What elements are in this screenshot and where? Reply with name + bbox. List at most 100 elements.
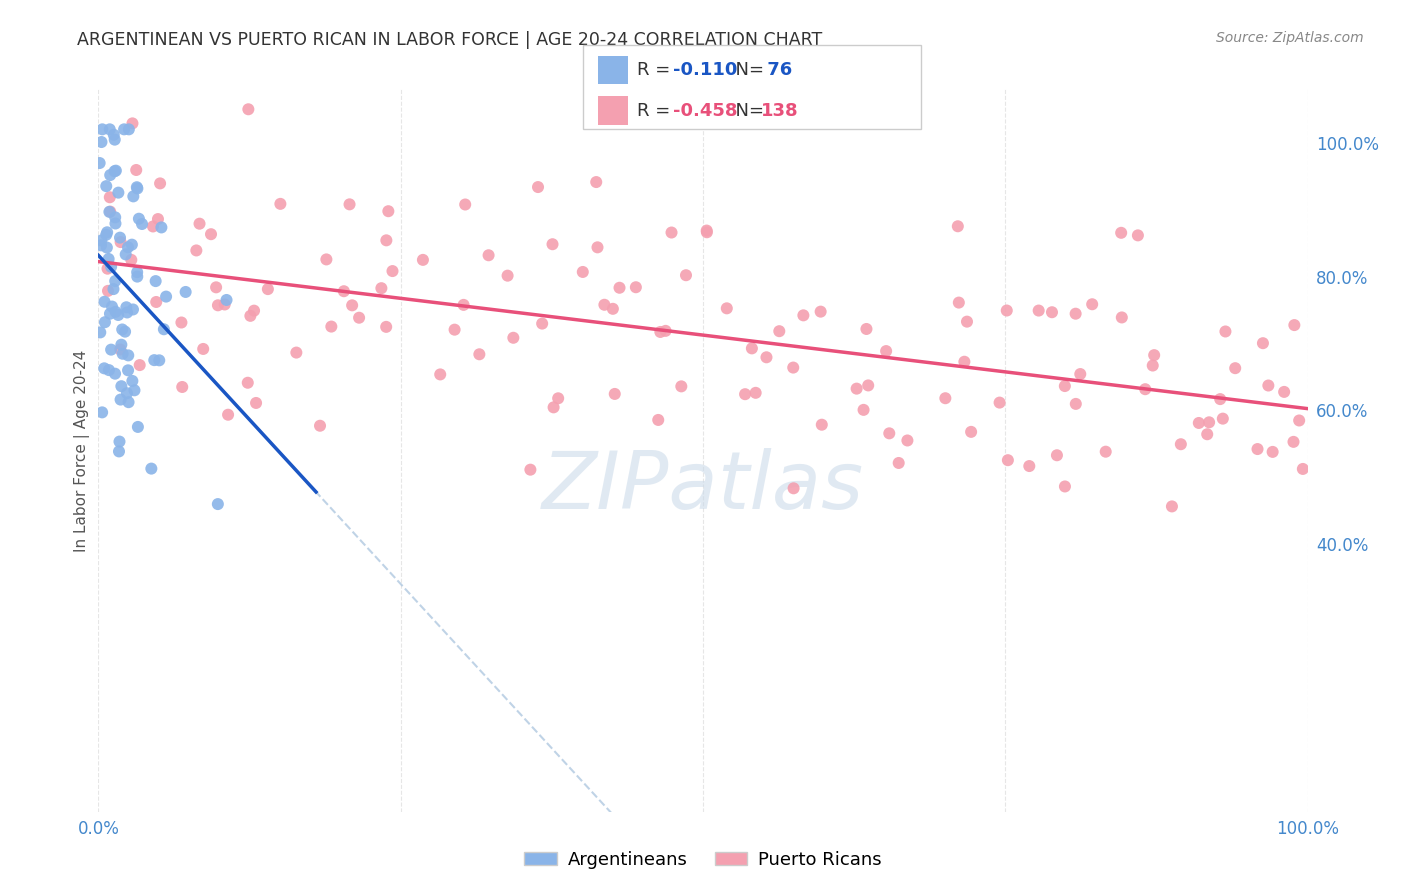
Point [127, 269, 149, 284]
Point [90, 238, 112, 252]
Point [454, 197, 477, 211]
Point [1246, 442, 1268, 456]
Point [661, 226, 683, 240]
Point [609, 281, 631, 295]
Text: ZIPatlas: ZIPatlas [541, 448, 865, 525]
Point [100, 343, 122, 357]
Point [285, 345, 308, 359]
Point [1111, 310, 1133, 325]
Point [593, 298, 616, 312]
Point [205, 280, 228, 294]
Point [1257, 378, 1279, 392]
Point [845, 382, 868, 396]
Point [89, 156, 111, 170]
Point [96, 179, 118, 194]
Point [108, 230, 131, 244]
Point [647, 413, 669, 427]
Point [624, 280, 647, 294]
Point [768, 324, 790, 338]
Point [1069, 367, 1091, 381]
Point [547, 392, 569, 406]
Point [98, 168, 121, 182]
Point [696, 225, 718, 239]
Point [988, 395, 1011, 409]
Point [321, 319, 343, 334]
Point [114, 325, 136, 339]
Point [792, 309, 814, 323]
Point [1081, 297, 1104, 311]
Point [200, 227, 222, 242]
Point [110, 337, 132, 351]
Point [339, 197, 361, 211]
Point [107, 308, 129, 322]
Point [115, 305, 138, 319]
Text: ARGENTINEAN VS PUERTO RICAN IN LABOR FORCE | AGE 20-24 CORRELATION CHART: ARGENTINEAN VS PUERTO RICAN IN LABOR FOR… [77, 31, 823, 49]
Point [995, 303, 1018, 318]
Point [114, 247, 136, 261]
Point [150, 220, 173, 235]
Point [1064, 307, 1087, 321]
Point [131, 217, 153, 231]
Point [127, 265, 149, 279]
Point [236, 376, 259, 390]
Point [104, 367, 127, 381]
Point [97, 284, 120, 298]
Point [112, 122, 135, 136]
Point [98, 307, 121, 321]
Point [650, 325, 672, 339]
Point [1261, 445, 1284, 459]
Point [1251, 336, 1274, 351]
Point [104, 211, 127, 225]
Point [115, 300, 138, 314]
Point [146, 212, 169, 227]
Point [1053, 379, 1076, 393]
Point [207, 298, 229, 312]
Point [496, 268, 519, 283]
Point [257, 282, 280, 296]
Point [128, 211, 150, 226]
Point [1272, 384, 1295, 399]
Point [671, 379, 693, 393]
Point [104, 133, 127, 147]
Point [127, 420, 149, 434]
Y-axis label: In Labor Force | Age 20-24: In Labor Force | Age 20-24 [75, 350, 90, 551]
Point [121, 237, 143, 252]
Point [1040, 305, 1063, 319]
Point [315, 252, 337, 267]
Point [810, 417, 832, 432]
Point [468, 347, 491, 361]
Text: 76: 76 [761, 61, 792, 79]
Point [997, 453, 1019, 467]
Point [238, 102, 260, 116]
Point [858, 378, 880, 392]
Point [1198, 415, 1220, 429]
Point [782, 481, 804, 495]
Point [125, 180, 148, 194]
Point [603, 387, 626, 401]
Point [96, 241, 118, 255]
Point [675, 268, 697, 283]
Point [956, 315, 979, 329]
Point [1064, 397, 1087, 411]
Point [122, 189, 145, 203]
Point [782, 360, 804, 375]
Point [153, 322, 176, 336]
Point [654, 324, 676, 338]
Point [107, 186, 129, 200]
Point [1161, 500, 1184, 514]
Point [960, 425, 983, 439]
Text: Source: ZipAtlas.com: Source: ZipAtlas.com [1216, 31, 1364, 45]
Point [118, 122, 141, 136]
Point [145, 274, 167, 288]
Point [104, 164, 127, 178]
Point [1215, 325, 1237, 339]
Text: 138: 138 [761, 102, 799, 120]
Point [571, 265, 593, 279]
Point [117, 395, 139, 409]
Point [142, 219, 165, 234]
Point [1126, 228, 1149, 243]
Point [110, 235, 132, 249]
Point [186, 244, 208, 258]
Point [239, 309, 262, 323]
Text: R =: R = [637, 61, 676, 79]
